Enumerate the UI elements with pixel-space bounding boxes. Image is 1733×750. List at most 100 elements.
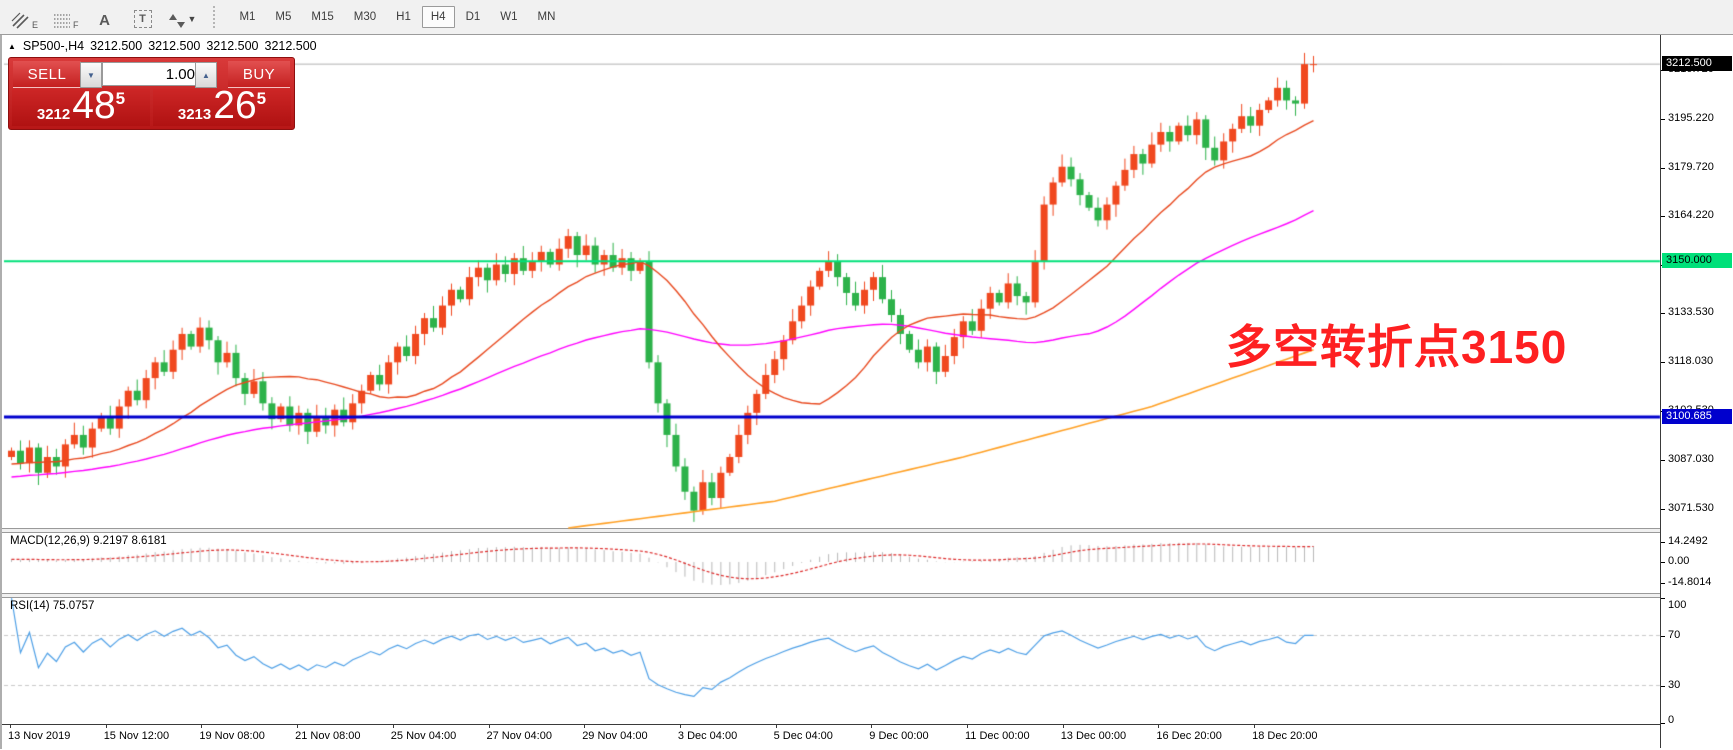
toolbar: E F A T ▼ M1 M5 M15 M30 H1 H4 D1 W1 MN [0,0,1733,35]
symbol-period-label: SP500-,H4 [22,39,85,53]
trade-panel-prices: 3212 48 5 3213 26 5 [12,84,291,127]
sell-price-sup: 5 [115,89,126,108]
timeframe-button-M1[interactable]: M1 [239,11,256,23]
time-tick [584,724,586,728]
macd-tick [1661,542,1665,544]
rsi-tick [1661,685,1665,687]
time-tick-label: 18 Dec 20:00 [1252,730,1318,742]
fibonacci-sub-label: F [73,20,79,30]
chart-window: ▲ SP500-,H4 3212.500 3212.500 3212.500 3… [0,35,1733,749]
macd-indicator-label: MACD(12,26,9) 9.2197 8.6181 [10,535,167,547]
time-tick-label: 21 Nov 08:00 [295,730,361,742]
price-tick [1661,460,1665,462]
rsi-tick [1661,635,1665,637]
macd-tick-label: -14.8014 [1668,575,1712,588]
timeframe-button-W1[interactable]: W1 [500,11,518,23]
time-tick [967,724,968,728]
sell-button[interactable]: SELL [13,61,81,88]
price-tick-label: 3179.720 [1668,160,1714,173]
dropdown-caret-icon[interactable]: ▼ [187,14,197,24]
volume-input[interactable] [102,62,201,86]
time-tick [488,724,490,728]
rsi-tick [1661,598,1665,599]
ohlc-open: 3212.500 [90,39,143,53]
fibonacci-grid-icon [54,14,71,28]
time-tick-label: 11 Dec 00:00 [965,730,1030,742]
time-tick [1158,724,1160,728]
sell-price-panel[interactable]: 3212 48 5 [12,84,150,127]
price-tick-label: 3118.030 [1668,355,1714,368]
price-tick [1661,313,1665,315]
timeframe-button-H1[interactable]: H1 [396,11,411,23]
volume-increase-button[interactable]: ▲ [195,62,217,88]
buy-price-sup: 5 [256,89,267,108]
channel-lines-icon [11,12,29,29]
resistance-level-badge: 3150.000 [1662,253,1732,269]
chart-canvas[interactable] [2,35,1733,749]
toolbar-grip[interactable] [213,6,220,28]
rsi-indicator-label: RSI(14) 75.0757 [10,600,95,612]
time-tick [871,724,873,728]
macd-tick [1661,582,1665,584]
time-tick [105,724,107,728]
text-label-icon[interactable]: A [99,12,110,29]
time-tick-label: 3 Dec 04:00 [677,730,738,742]
ohlc-close: 3212.500 [264,39,317,53]
chart-annotation-text: 多空转折点3150 [1226,321,1568,373]
price-tick-label: 3133.530 [1668,306,1714,319]
timeframe-button-M15[interactable]: M15 [311,11,334,23]
time-tick [201,724,203,728]
timeframe-toolbar: M1 M5 M15 M30 H1 H4 D1 W1 MN [230,6,566,28]
price-tick-label: 3195.220 [1668,111,1714,124]
sort-arrows-icon [168,14,185,28]
ohlc-low: 3212.500 [206,39,259,53]
time-tick [392,724,394,728]
timeframe-button-MN[interactable]: MN [537,11,556,23]
timeframe-button-H4[interactable]: H4 [421,6,455,28]
text-box-icon[interactable]: T [128,4,158,30]
collapse-icon[interactable]: ▲ [8,41,16,51]
timeframe-button-M30[interactable]: M30 [353,11,377,23]
rsi-tick-label: 0 [1668,714,1675,726]
timeframe-button-M5[interactable]: M5 [275,11,292,23]
rsi-tick-label: 30 [1668,678,1681,691]
time-tick-label: 15 Nov 12:00 [103,730,170,742]
macd-tick-label: 0.00 [1668,555,1690,567]
rsi-tick-label: 100 [1668,599,1687,611]
arrows-tool-icon[interactable]: ▼ [166,4,200,30]
buy-price-panel[interactable]: 3213 26 5 [153,84,291,127]
macd-tick-label: 14.2492 [1668,535,1708,548]
time-tick-label: 25 Nov 04:00 [390,730,457,742]
time-tick [1062,724,1064,728]
time-tick-label: 9 Dec 00:00 [869,730,929,742]
channel-sub-label: E [32,20,39,30]
fibonacci-icon[interactable]: F [49,4,82,30]
rsi-tick-label: 70 [1668,628,1681,641]
time-tick [775,724,777,728]
timeframe-button-D1[interactable]: D1 [465,11,481,23]
price-tick [1661,362,1665,364]
buy-button[interactable]: BUY [228,61,290,88]
sell-price-big: 48 [72,84,116,127]
volume-decrease-button[interactable]: ▼ [80,62,102,88]
price-tick-label: 3164.220 [1668,209,1714,222]
time-tick [679,724,681,728]
price-tick [1661,167,1665,169]
trade-panel: SELL ▼ ▲ BUY 3212 48 5 3213 26 5 [8,57,295,130]
chart-header: ▲ SP500-,H4 3212.500 3212.500 3212.500 3… [8,38,323,54]
support-level-badge: 3100.685 [1662,408,1732,424]
rsi-tick [1661,723,1665,724]
time-tick [1254,724,1256,728]
price-tick-label: 3087.030 [1668,453,1714,466]
macd-tick [1661,562,1665,563]
price-tick-label: 3071.530 [1668,501,1714,514]
trade-panel-controls: SELL ▼ ▲ BUY [9,61,294,88]
time-tick-label: 13 Nov 2019 [8,730,71,742]
buy-price-prefix: 3213 [177,106,212,123]
time-tick-label: 27 Nov 04:00 [486,730,552,742]
time-tick-label: 16 Dec 20:00 [1156,730,1222,742]
time-tick-label: 13 Dec 00:00 [1060,730,1127,742]
buy-price-big: 26 [213,84,257,127]
equidistant-channel-icon[interactable]: E [8,4,41,30]
